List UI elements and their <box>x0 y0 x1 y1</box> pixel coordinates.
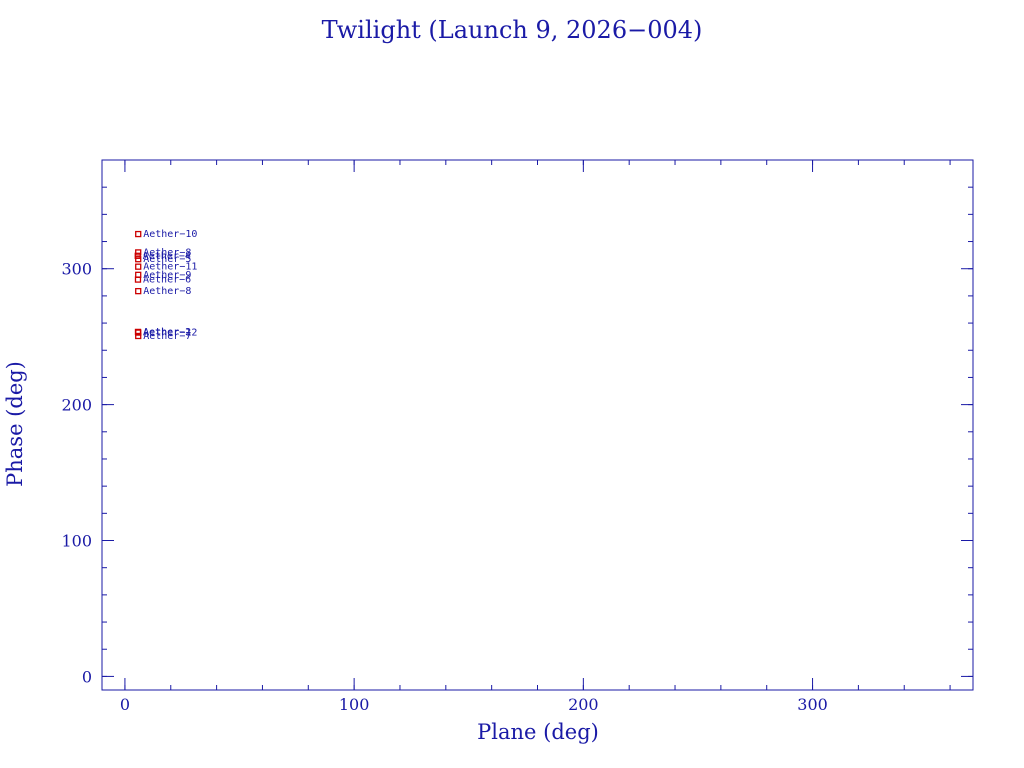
data-point-label: Aether−11 <box>143 262 197 273</box>
x-axis-label: Plane (deg) <box>477 720 599 744</box>
data-points: Aether−10Aether−8Aether−4Aether−5Aether−… <box>134 229 197 342</box>
data-point-label: Aether−5 <box>143 254 191 265</box>
y-tick-label: 0 <box>82 667 92 686</box>
data-point <box>135 263 142 270</box>
chart-title: Twilight (Launch 9, 2026−004) <box>322 16 703 44</box>
axis-tick-labels: 0 100 200 300 0 100 200 300 <box>61 260 827 714</box>
data-point-label: Aether−8 <box>143 286 191 297</box>
data-point-label: Aether−7 <box>143 331 191 342</box>
data-point <box>135 256 142 263</box>
axis-ticks <box>102 159 973 690</box>
y-axis-label: Phase (deg) <box>3 361 27 487</box>
data-point <box>135 230 142 238</box>
data-point-label: Aether−8 <box>143 247 191 258</box>
y-tick-label: 300 <box>61 260 92 279</box>
data-point <box>135 329 142 336</box>
y-tick-label: 200 <box>61 396 92 415</box>
data-point <box>135 332 142 340</box>
data-point-label: Aether−2 <box>143 327 191 338</box>
data-point <box>134 252 141 259</box>
x-tick-label: 0 <box>120 695 130 714</box>
data-point <box>135 249 142 256</box>
data-point-label: Aether−6 <box>143 275 191 286</box>
data-point <box>135 287 142 295</box>
data-point <box>134 276 142 283</box>
plot-border <box>101 159 974 691</box>
data-point-label: Aether−10 <box>143 229 197 240</box>
x-tick-label: 300 <box>797 695 828 714</box>
x-tick-label: 100 <box>339 695 370 714</box>
data-point-label: Aether−9 <box>143 270 191 281</box>
data-point-label: Aether−12 <box>143 328 197 339</box>
x-tick-label: 200 <box>568 695 599 714</box>
data-point-label: Aether−4 <box>143 251 191 262</box>
plot-frame <box>101 159 974 691</box>
y-tick-label: 100 <box>61 532 92 551</box>
